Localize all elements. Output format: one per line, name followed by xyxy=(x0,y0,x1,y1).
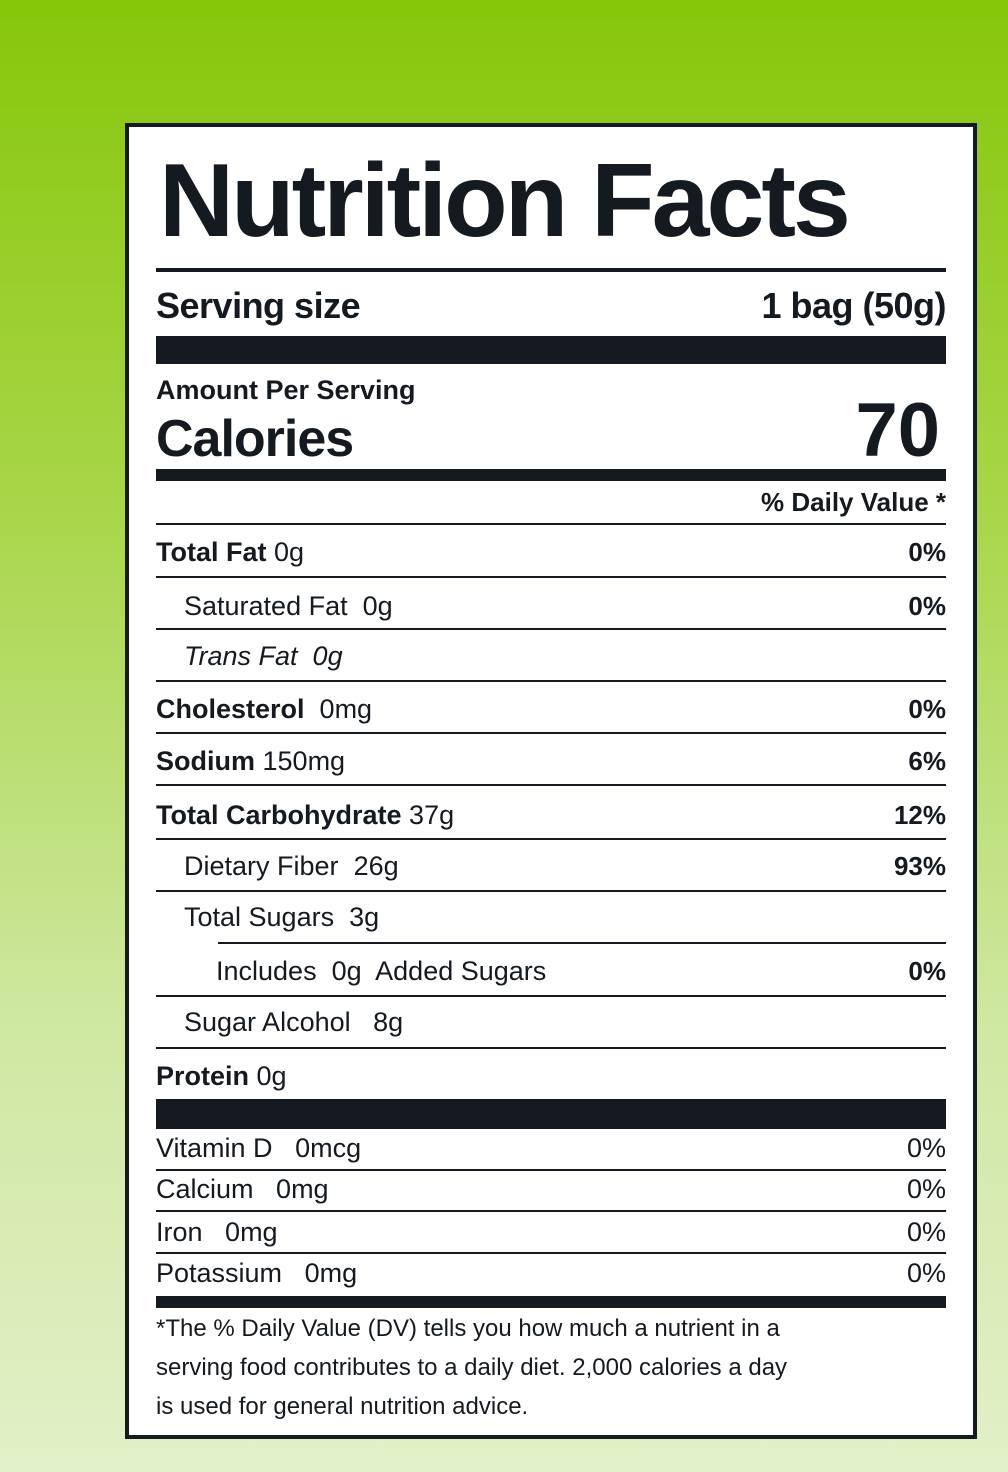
divider xyxy=(156,838,946,840)
nutrient-row-saturated-fat: Saturated Fat 0g 0% xyxy=(156,591,946,622)
nutrient-row-protein: Protein 0g xyxy=(156,1061,946,1092)
nutrient-row-cholesterol: Cholesterol 0mg 0% xyxy=(156,694,946,725)
nutrient-row-sodium: Sodium 150mg 6% xyxy=(156,746,946,777)
label-title: Nutrition Facts xyxy=(159,143,851,259)
thick-divider xyxy=(156,336,946,364)
nutrient-amount: 150mg xyxy=(262,746,346,776)
vitamin-label: Calcium xyxy=(156,1174,254,1204)
nutrient-amount: 0g xyxy=(331,956,362,986)
serving-value: 1 bag (50g) xyxy=(761,285,946,326)
divider xyxy=(156,576,946,578)
nutrient-label: Saturated Fat xyxy=(184,591,348,621)
nutrient-row-sugar-alcohol: Sugar Alcohol 8g xyxy=(156,1007,946,1038)
footnote-line: serving food contributes to a daily diet… xyxy=(156,1354,788,1381)
thick-divider xyxy=(156,1099,946,1129)
nutrient-label: Sodium xyxy=(156,746,255,776)
divider xyxy=(156,1210,946,1212)
nutrient-label: Sugar Alcohol xyxy=(184,1007,351,1037)
nutrient-amount: 0g xyxy=(274,537,305,567)
vitamin-dv: 0% xyxy=(906,1133,946,1163)
vitamin-dv: 0% xyxy=(906,1217,946,1247)
serving-label: Serving size xyxy=(156,285,361,326)
nutrient-amount: 0mg xyxy=(319,694,373,724)
vitamin-row: Potassium 0mg 0% xyxy=(156,1258,946,1289)
nutrition-label: Nutrition Facts Serving size 1 bag (50g)… xyxy=(125,123,977,1439)
divider xyxy=(156,680,946,682)
nutrient-label: Total Fat xyxy=(156,537,267,567)
nutrient-label: Trans Fat xyxy=(184,641,298,671)
footnote-line: is used for general nutrition advice. xyxy=(156,1393,529,1420)
calories-value: 70 xyxy=(855,388,940,473)
divider xyxy=(156,732,946,734)
nutrient-row-total-sugars: Total Sugars 3g xyxy=(156,902,946,933)
vitamin-amount: 0mcg xyxy=(295,1133,362,1163)
calories-row: Calories 70 xyxy=(156,389,946,469)
nutrient-row-total-fat: Total Fat 0g 0% xyxy=(156,537,946,568)
vitamin-row: Vitamin D 0mcg 0% xyxy=(156,1133,946,1164)
nutrient-dv: 12% xyxy=(893,800,946,830)
vitamin-amount: 0mg xyxy=(276,1174,329,1204)
vitamin-label: Potassium xyxy=(156,1258,283,1288)
nutrient-dv: 0% xyxy=(908,694,946,724)
nutrient-label: Protein xyxy=(156,1061,250,1091)
divider xyxy=(156,784,946,786)
divider xyxy=(156,890,946,892)
vitamin-dv: 0% xyxy=(906,1258,946,1288)
serving-row: Serving size 1 bag (50g) xyxy=(156,285,946,327)
nutrient-row-added-sugars: Includes 0g Added Sugars 0% xyxy=(156,956,946,987)
vitamin-label: Iron xyxy=(156,1217,203,1247)
daily-value-header: % Daily Value * xyxy=(761,487,946,517)
divider xyxy=(156,523,946,525)
footnote-line: *The % Daily Value (DV) tells you how mu… xyxy=(156,1315,780,1342)
nutrient-dv: 0% xyxy=(908,591,946,621)
nutrient-dv: 6% xyxy=(908,746,946,776)
vitamin-amount: 0mg xyxy=(225,1217,278,1247)
footnote: *The % Daily Value (DV) tells you how mu… xyxy=(156,1309,946,1426)
nutrient-dv: 93% xyxy=(893,851,946,881)
divider xyxy=(156,268,946,272)
divider xyxy=(218,942,946,944)
nutrient-dv: 0% xyxy=(908,537,946,567)
nutrient-label: Dietary Fiber xyxy=(184,851,339,881)
nutrient-label: Includes xyxy=(216,956,317,986)
nutrient-dv: 0% xyxy=(908,956,946,986)
nutrient-row-dietary-fiber: Dietary Fiber 26g 93% xyxy=(156,851,946,882)
medium-divider xyxy=(156,469,946,481)
vitamin-amount: 0mg xyxy=(304,1258,358,1288)
nutrient-amount: 0g xyxy=(256,1061,287,1091)
nutrient-amount: 0g xyxy=(312,641,343,671)
calories-label: Calories xyxy=(156,410,354,468)
medium-divider xyxy=(156,1296,946,1308)
nutrient-amount: 0g xyxy=(362,591,393,621)
nutrient-label: Total Sugars xyxy=(184,902,335,932)
nutrient-amount: 37g xyxy=(409,800,455,830)
vitamin-row: Iron 0mg 0% xyxy=(156,1217,946,1248)
divider xyxy=(156,1047,946,1049)
vitamin-dv: 0% xyxy=(906,1174,946,1204)
divider xyxy=(156,1252,946,1254)
vitamin-label: Vitamin D xyxy=(156,1133,273,1163)
nutrient-label-suffix: Added Sugars xyxy=(375,956,547,986)
nutrient-row-trans-fat: Trans Fat 0g xyxy=(156,641,946,672)
nutrient-row-total-carbohydrate: Total Carbohydrate 37g 12% xyxy=(156,800,946,831)
daily-value-header-row: % Daily Value * xyxy=(156,487,946,518)
nutrient-label: Total Carbohydrate xyxy=(156,800,402,830)
nutrient-label: Cholesterol xyxy=(156,694,305,724)
divider xyxy=(156,1169,946,1171)
nutrient-amount: 3g xyxy=(349,902,380,932)
divider xyxy=(156,995,946,997)
nutrient-amount: 26g xyxy=(353,851,399,881)
divider xyxy=(156,628,946,630)
nutrient-amount: 8g xyxy=(373,1007,404,1037)
amount-per-serving-row: Amount Per Serving xyxy=(156,375,946,406)
amount-per-serving: Amount Per Serving xyxy=(156,375,416,405)
vitamin-row: Calcium 0mg 0% xyxy=(156,1174,946,1205)
